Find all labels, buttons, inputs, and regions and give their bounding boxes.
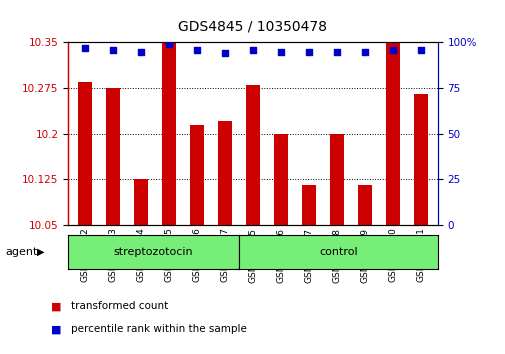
Bar: [162, 42, 176, 225]
Text: ▶: ▶: [37, 247, 44, 257]
Bar: [273, 134, 287, 225]
Point: [305, 49, 313, 55]
Text: ■: ■: [50, 324, 61, 334]
Point: [221, 51, 229, 56]
Text: control: control: [319, 247, 357, 257]
Point: [192, 47, 200, 53]
Point: [360, 49, 368, 55]
Text: percentile rank within the sample: percentile rank within the sample: [71, 324, 246, 334]
Point: [276, 49, 284, 55]
Point: [137, 49, 145, 55]
Bar: [218, 121, 232, 225]
Bar: [190, 125, 204, 225]
Bar: [329, 134, 343, 225]
Text: GDS4845 / 10350478: GDS4845 / 10350478: [178, 19, 327, 34]
Text: transformed count: transformed count: [71, 301, 168, 311]
Text: ■: ■: [50, 301, 61, 311]
Bar: [106, 88, 120, 225]
Point: [81, 45, 89, 51]
Text: agent: agent: [5, 247, 37, 257]
Text: streptozotocin: streptozotocin: [114, 247, 193, 257]
Point: [416, 47, 424, 53]
Point: [109, 47, 117, 53]
Bar: [413, 94, 427, 225]
Bar: [134, 179, 148, 225]
Bar: [78, 82, 92, 225]
Bar: [385, 42, 399, 225]
Point: [388, 47, 396, 53]
Bar: [357, 185, 371, 225]
Bar: [245, 85, 260, 225]
Point: [248, 47, 257, 53]
Point: [332, 49, 340, 55]
Point: [165, 41, 173, 47]
Bar: [301, 185, 315, 225]
